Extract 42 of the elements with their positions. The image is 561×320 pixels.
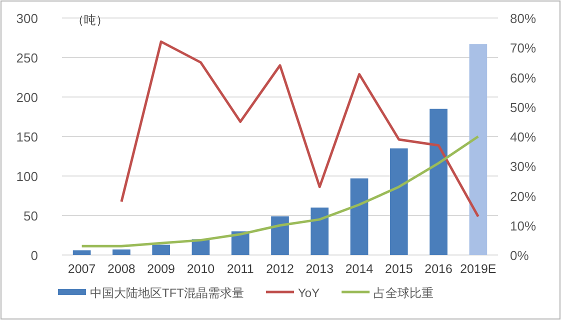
legend-label: YoY bbox=[298, 286, 320, 300]
bar bbox=[350, 178, 368, 255]
x-tick-label: 2015 bbox=[385, 262, 413, 276]
bar bbox=[72, 250, 91, 255]
bar bbox=[112, 249, 130, 255]
y2-tick-label: 20% bbox=[510, 188, 536, 204]
y2-tick-label: 60% bbox=[510, 70, 536, 86]
y-tick-label: 0 bbox=[30, 248, 38, 263]
x-tick-label: 2014 bbox=[345, 262, 374, 276]
bar bbox=[271, 216, 289, 255]
bar bbox=[152, 244, 170, 255]
x-tick-label: 2007 bbox=[68, 262, 96, 276]
y2-tick-label: 10% bbox=[510, 218, 536, 234]
y2-tick-label: 30% bbox=[510, 159, 536, 174]
line-series bbox=[120, 40, 480, 218]
x-tick-label: 2019E bbox=[460, 262, 496, 276]
bar bbox=[430, 108, 448, 255]
y2-tick-label: 70% bbox=[510, 40, 536, 56]
legend-label: 占全球比重 bbox=[374, 286, 434, 300]
x-tick-label: 2011 bbox=[226, 262, 254, 276]
y-tick-label: 100 bbox=[16, 169, 38, 184]
x-tick-label: 2013 bbox=[306, 262, 334, 276]
bar bbox=[390, 148, 408, 255]
y2-tick-label: 40% bbox=[510, 130, 536, 144]
x-tick-label: 2010 bbox=[186, 262, 215, 276]
y2-tick-label: 50% bbox=[510, 100, 536, 115]
y-tick-label: 250 bbox=[16, 50, 38, 66]
y-tick-label: 200 bbox=[16, 90, 38, 105]
legend-label: 中国大陆地区TFT混晶需求量 bbox=[90, 286, 244, 300]
bar bbox=[310, 208, 329, 255]
x-tick-label: 2009 bbox=[147, 262, 176, 276]
x-tick-label: 2012 bbox=[266, 262, 294, 276]
bar bbox=[469, 44, 488, 255]
x-tick-label: 2016 bbox=[424, 262, 452, 276]
y-tick-label: 300 bbox=[16, 11, 38, 26]
y2-tick-label: 0% bbox=[510, 248, 530, 263]
y-tick-label: 50 bbox=[24, 208, 38, 224]
y2-tick-label: 80% bbox=[510, 11, 536, 26]
y-tick-label: 150 bbox=[16, 130, 38, 144]
x-tick-label: 2008 bbox=[108, 262, 136, 276]
y-axis-title: （吨） bbox=[72, 13, 108, 27]
line-series bbox=[80, 135, 480, 248]
